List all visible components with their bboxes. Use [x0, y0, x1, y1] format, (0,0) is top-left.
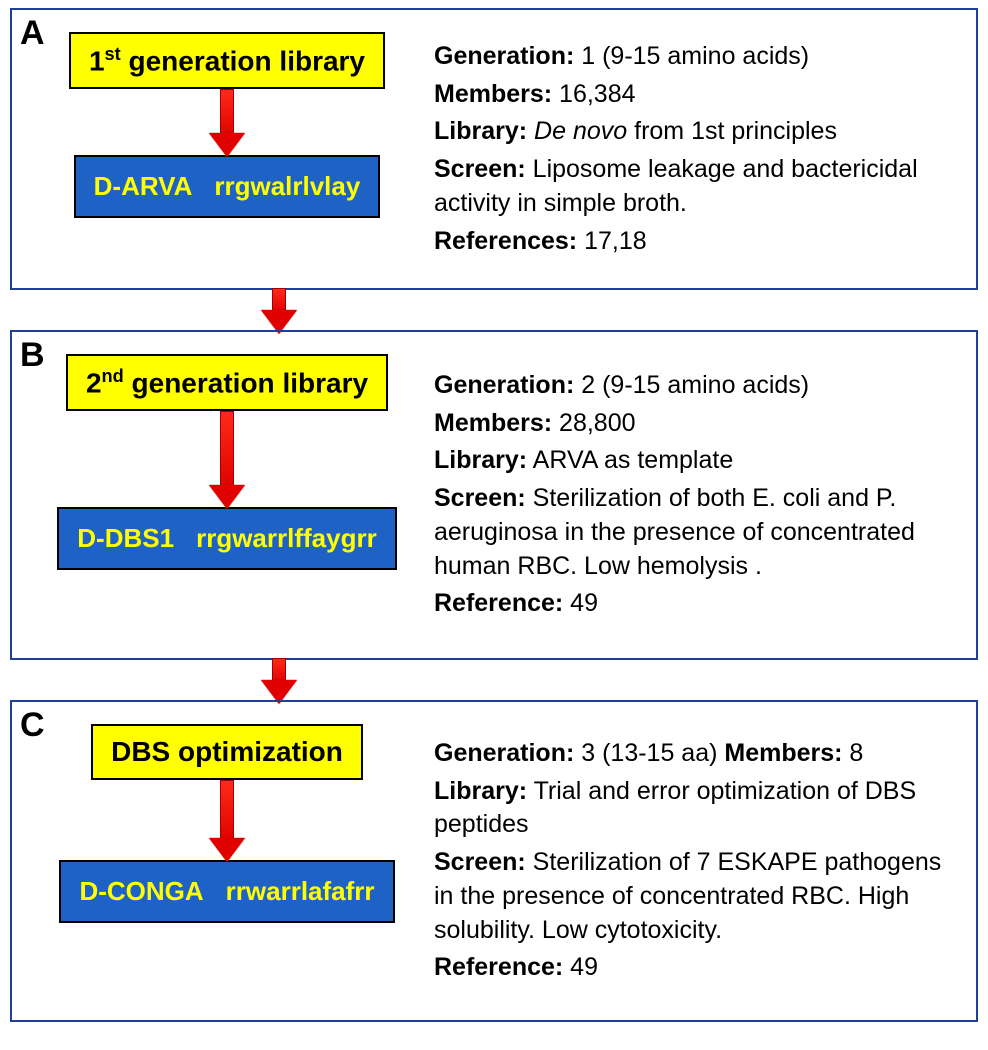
- arrow-down-icon: [218, 411, 236, 507]
- info-val: ARVA as template: [527, 446, 733, 474]
- info-line: Reference: 49: [434, 951, 956, 985]
- info-val: 16,384: [552, 80, 635, 108]
- info-val: 49: [563, 589, 598, 617]
- info-key: Library:: [434, 117, 527, 145]
- generation-library-box: DBS optimization: [91, 724, 363, 780]
- panel-a: A1st generation libraryD-ARVArrgwalrlvla…: [10, 8, 978, 290]
- info-val: 2 (9-15 amino acids): [574, 371, 809, 399]
- info-line: Screen: Liposome leakage and bactericida…: [434, 153, 956, 221]
- peptide-name: D-ARVA: [94, 171, 193, 202]
- peptide-sequence: rrwarrlafafrr: [226, 876, 375, 907]
- info-col: Generation: 2 (9-15 amino acids) Members:…: [434, 350, 956, 640]
- info-key: Reference:: [434, 589, 563, 617]
- peptide-name: D-CONGA: [79, 876, 203, 907]
- info-col: Generation: 3 (13-15 aa) Members: 8 Libra…: [434, 720, 956, 1002]
- panel-b: B2nd generation libraryD-DBS1rrgwarrlffa…: [10, 330, 978, 660]
- arrow-down-icon: [270, 288, 288, 332]
- info-key: Generation:: [434, 371, 574, 399]
- info-line: Generation: 2 (9-15 amino acids): [434, 369, 956, 403]
- arrow-down-icon: [270, 658, 288, 702]
- info-line: Screen: Sterilization of 7 ESKAPE pathog…: [434, 846, 956, 947]
- info-key: Members:: [434, 409, 552, 437]
- info-key: Generation:: [434, 42, 574, 70]
- between-panel-arrow: [10, 290, 978, 330]
- info-val: 28,800: [552, 409, 635, 437]
- generation-library-box: 1st generation library: [69, 32, 385, 89]
- info-line: Generation: 3 (13-15 aa) Members: 8: [434, 737, 956, 771]
- info-key: Library:: [434, 777, 527, 805]
- info-key: Members:: [434, 80, 552, 108]
- info-key: Screen:: [434, 155, 526, 183]
- info-key: Library:: [434, 446, 527, 474]
- info-line: Library: Trial and error optimization of…: [434, 775, 956, 843]
- diagram-root: A1st generation libraryD-ARVArrgwalrlvla…: [10, 8, 978, 1022]
- info-line: Library: De novo from 1st principles: [434, 115, 956, 149]
- info-key: Generation:: [434, 739, 574, 767]
- generation-library-box: 2nd generation library: [66, 354, 388, 411]
- info-key: Screen:: [434, 848, 526, 876]
- info-line: Screen: Sterilization of both E. coli an…: [434, 482, 956, 583]
- info-col: Generation: 1 (9-15 amino acids) Members:…: [434, 28, 956, 270]
- info-val: 1 (9-15 amino acids): [574, 42, 809, 70]
- info-line: Members: 16,384: [434, 78, 956, 112]
- info-key: Screen:: [434, 484, 526, 512]
- info-line: Library: ARVA as template: [434, 444, 956, 478]
- panel-c: CDBS optimizationD-CONGArrwarrlafafrrGen…: [10, 700, 978, 1022]
- peptide-name: D-DBS1: [77, 523, 174, 554]
- arrow-down-icon: [218, 89, 236, 155]
- info-val: 49: [563, 953, 598, 981]
- info-line: References: 17,18: [434, 225, 956, 259]
- peptide-sequence: rrgwalrlvlay: [214, 171, 360, 202]
- info-val: 3 (13-15 aa) Members: 8: [574, 739, 863, 767]
- peptide-result-box: D-ARVA rrgwalrlvlay: [74, 155, 381, 218]
- info-key: References:: [434, 227, 577, 255]
- flow-left-col: DBS optimization D-CONGA rrwarrlafafrr: [32, 720, 422, 1002]
- flow-left-col: 1st generation library D-ARVA rrgwalrlvlay: [32, 28, 422, 270]
- arrow-down-icon: [218, 780, 236, 860]
- info-val: De novo from 1st principles: [527, 117, 837, 145]
- info-line: Generation: 1 (9-15 amino acids): [434, 40, 956, 74]
- peptide-result-box: D-DBS1 rrgwarrlffaygrr: [57, 507, 396, 570]
- info-line: Members: 28,800: [434, 407, 956, 441]
- info-val: 17,18: [577, 227, 647, 255]
- info-line: Reference: 49: [434, 587, 956, 621]
- peptide-result-box: D-CONGA rrwarrlafafrr: [59, 860, 394, 923]
- flow-left-col: 2nd generation library D-DBS1 rrgwarrlffay…: [32, 350, 422, 640]
- info-key: Reference:: [434, 953, 563, 981]
- between-panel-arrow: [10, 660, 978, 700]
- peptide-sequence: rrgwarrlffaygrr: [196, 523, 377, 554]
